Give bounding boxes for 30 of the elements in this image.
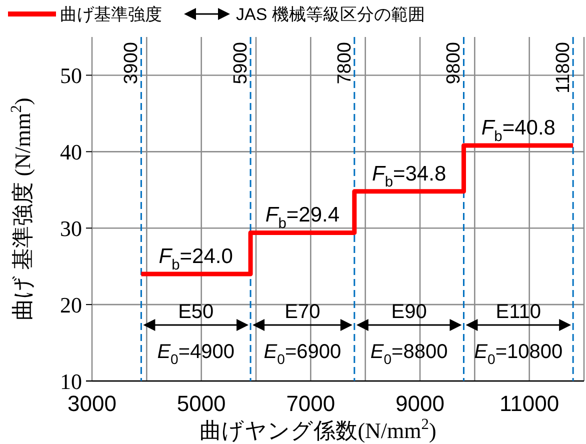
ref-label: 3900 [121,42,142,84]
range-label: E50 [178,301,214,323]
ytick: 40 [60,140,82,165]
range-label: E$_{0}$=4900 [157,341,235,367]
range-label: E$_{0}$=10800 [474,341,563,367]
ytick: 50 [60,63,82,88]
xtick: 3000 [68,391,116,416]
ref-label: 11800 [553,42,574,94]
xlabel: 曲げヤング係数(N/mm$^{2}$) [200,416,436,443]
ref-label: 5900 [230,42,252,84]
xtick: 5000 [176,391,226,416]
annotation: F$_{b}$=29.4 [265,204,340,232]
range-label: E70 [284,301,320,323]
ytick: 10 [60,369,82,394]
xtick: 9000 [396,391,444,416]
ref-label: 9800 [444,42,465,84]
annotation: F$_{b}$=34.8 [372,162,446,191]
legend: 曲げ基準強度 JAS 機械等級区分の範囲 [8,5,425,24]
range-label: E90 [391,301,427,323]
xtick: 11000 [500,391,560,416]
legend-label: 曲げ基準強度 [60,5,162,24]
range-label: E$_{0}$=6900 [264,341,342,367]
ytick: 30 [60,216,82,242]
ref-label: 7800 [334,42,356,84]
annotation: F$_{b}$=24.0 [158,244,233,274]
range-label: E$_{0}$=8800 [370,341,448,367]
range-label: E110 [496,301,542,323]
xtick: 7000 [286,391,336,416]
ytick: 20 [60,292,82,318]
annotation: F$_{b}$=40.8 [481,116,556,145]
